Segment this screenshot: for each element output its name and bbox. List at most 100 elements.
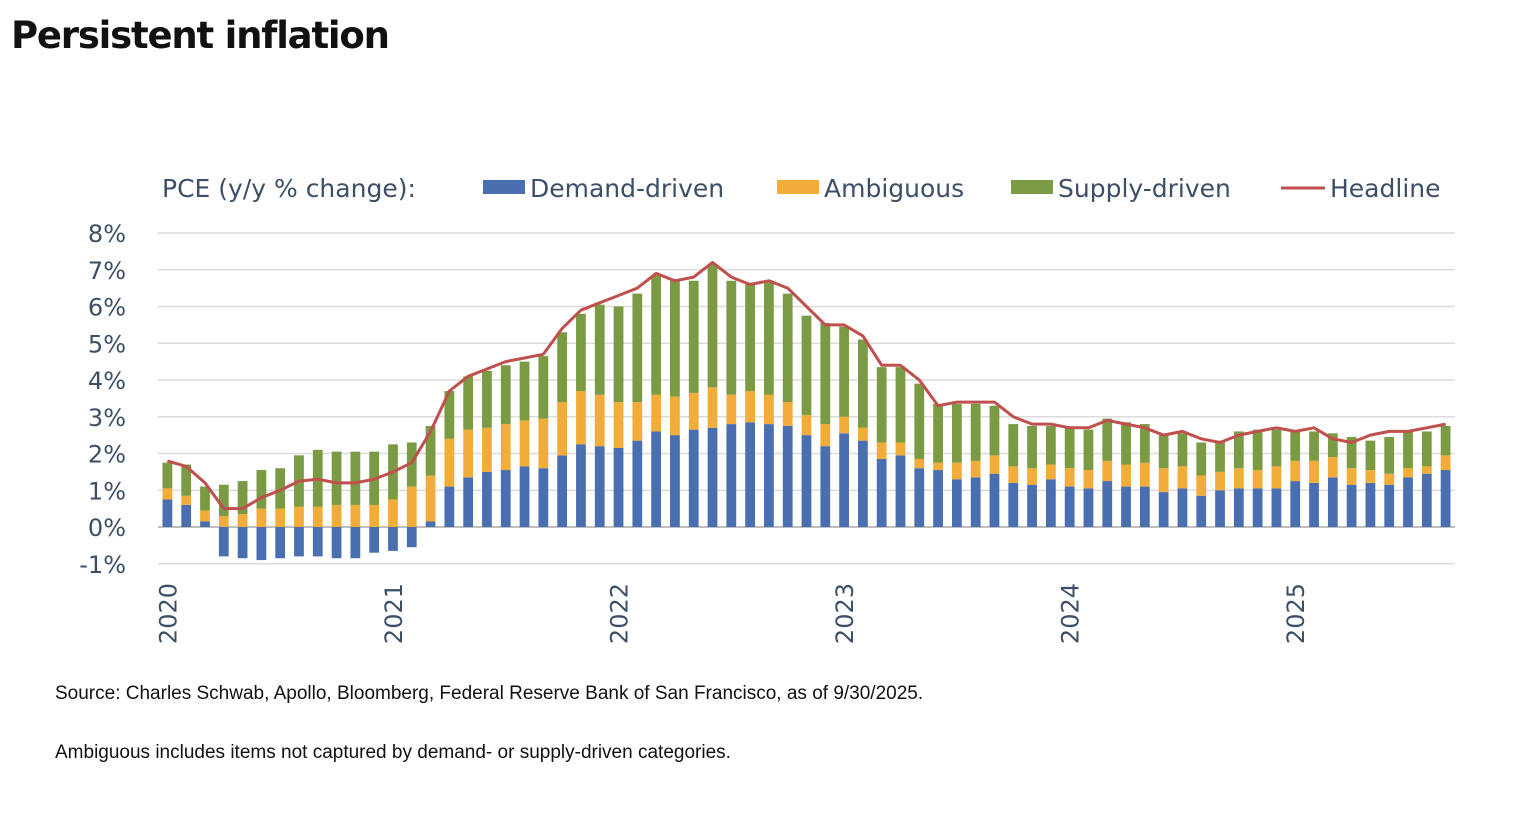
- legend-label-headline: Headline: [1330, 174, 1441, 203]
- bar-supply: [1233, 431, 1244, 469]
- bar-ambiguous: [764, 394, 774, 425]
- y-tick-label: 2%: [88, 441, 126, 469]
- bar-ambiguous: [294, 506, 304, 527]
- bar-supply: [1271, 429, 1282, 467]
- bar-ambiguous: [1233, 468, 1244, 489]
- y-tick-label: 8%: [88, 220, 126, 248]
- bar-ambiguous: [594, 394, 605, 447]
- bar-demand: [895, 455, 906, 527]
- bar-demand: [275, 527, 286, 559]
- bar-supply: [707, 264, 718, 388]
- bar-supply: [162, 462, 173, 489]
- bar-supply: [1196, 442, 1207, 476]
- bar-demand: [801, 435, 812, 527]
- bar-supply: [1215, 440, 1225, 472]
- bar-demand: [1309, 482, 1319, 527]
- bar-demand: [933, 470, 943, 527]
- bar-ambiguous: [895, 442, 906, 456]
- bar-supply: [275, 468, 286, 509]
- x-tick-label: 2021: [380, 583, 408, 644]
- bar-ambiguous: [1139, 462, 1150, 487]
- headline-line-layer: [166, 260, 1446, 511]
- bar-demand: [989, 473, 1000, 527]
- bar-demand: [576, 444, 586, 527]
- bar-ambiguous: [707, 387, 718, 428]
- bar-supply: [1290, 431, 1301, 461]
- bar-ambiguous: [369, 504, 380, 527]
- bar-supply: [218, 484, 229, 516]
- bar-supply: [839, 326, 849, 417]
- bar-demand: [632, 440, 643, 527]
- bar-demand: [557, 455, 568, 527]
- bar-supply: [670, 280, 680, 397]
- bar-demand: [538, 468, 549, 527]
- bar-ambiguous: [463, 429, 474, 478]
- bar-demand: [594, 446, 605, 527]
- y-tick-label: 5%: [88, 330, 126, 358]
- bar-supply: [1440, 425, 1451, 456]
- bar-supply: [933, 403, 943, 463]
- source-note: Source: Charles Schwab, Apollo, Bloomber…: [55, 683, 924, 704]
- page-title: Persistent inflation: [11, 14, 390, 57]
- bar-supply: [538, 356, 549, 419]
- bar-demand: [970, 477, 981, 527]
- bar-supply: [951, 403, 962, 463]
- bar-ambiguous: [1215, 471, 1225, 491]
- bar-supply: [613, 306, 624, 403]
- bar-supply: [1403, 431, 1413, 469]
- bar-demand: [764, 424, 774, 527]
- bar-demand: [782, 425, 793, 527]
- bar-supply: [425, 425, 436, 476]
- bar-ambiguous: [350, 504, 361, 527]
- bar-ambiguous: [670, 396, 680, 436]
- bar-demand: [1196, 495, 1207, 527]
- bar-demand: [218, 527, 229, 557]
- bar-demand: [839, 433, 849, 527]
- bar-supply: [876, 367, 887, 443]
- bar-demand: [688, 429, 699, 527]
- bar-ambiguous: [1177, 466, 1188, 489]
- bar-supply: [1327, 433, 1338, 458]
- bar-demand: [1271, 488, 1282, 527]
- bar-ambiguous: [1309, 460, 1319, 483]
- bar-ambiguous: [1196, 475, 1207, 496]
- bar-ambiguous: [538, 418, 549, 469]
- bar-demand: [1139, 486, 1150, 527]
- bar-demand: [1346, 484, 1357, 527]
- bar-demand: [425, 521, 436, 527]
- bar-demand: [858, 440, 868, 527]
- bar-supply: [632, 293, 643, 403]
- bar-ambiguous: [237, 514, 248, 527]
- bar-ambiguous: [745, 391, 755, 423]
- bar-ambiguous: [1121, 464, 1131, 487]
- bar-ambiguous: [218, 515, 229, 527]
- bar-supply: [970, 403, 981, 461]
- bar-demand: [707, 427, 718, 527]
- bar-supply: [989, 405, 1000, 456]
- bar-demand: [237, 527, 248, 559]
- bar-demand: [876, 459, 887, 527]
- bar-ambiguous: [726, 394, 737, 425]
- bar-demand: [256, 527, 267, 561]
- x-tick-label: 2022: [606, 583, 634, 644]
- y-tick-label: 6%: [88, 294, 126, 322]
- bar-demand: [200, 521, 210, 527]
- bar-demand: [951, 479, 962, 527]
- bar-demand: [406, 527, 417, 548]
- y-axis-ticks: 8% 7% 6% 5% 4% 3% 2% 1% 0% -1%: [79, 220, 126, 579]
- bar-supply: [1421, 431, 1432, 467]
- legend-title: PCE (y/y % change):: [162, 174, 416, 203]
- bar-ambiguous: [1252, 470, 1263, 489]
- bar-ambiguous: [500, 424, 511, 471]
- ambiguous-note: Ambiguous includes items not captured by…: [55, 742, 731, 763]
- bar-ambiguous: [933, 462, 943, 471]
- legend-label-supply: Supply-driven: [1058, 174, 1231, 203]
- bar-demand: [1233, 488, 1244, 527]
- bar-ambiguous: [914, 459, 925, 469]
- bar-ambiguous: [1271, 466, 1282, 489]
- bar-supply: [914, 383, 925, 460]
- bar-demand: [1177, 488, 1188, 527]
- bar-demand: [1252, 488, 1263, 527]
- bar-ambiguous: [557, 402, 568, 456]
- bar-ambiguous: [989, 455, 1000, 474]
